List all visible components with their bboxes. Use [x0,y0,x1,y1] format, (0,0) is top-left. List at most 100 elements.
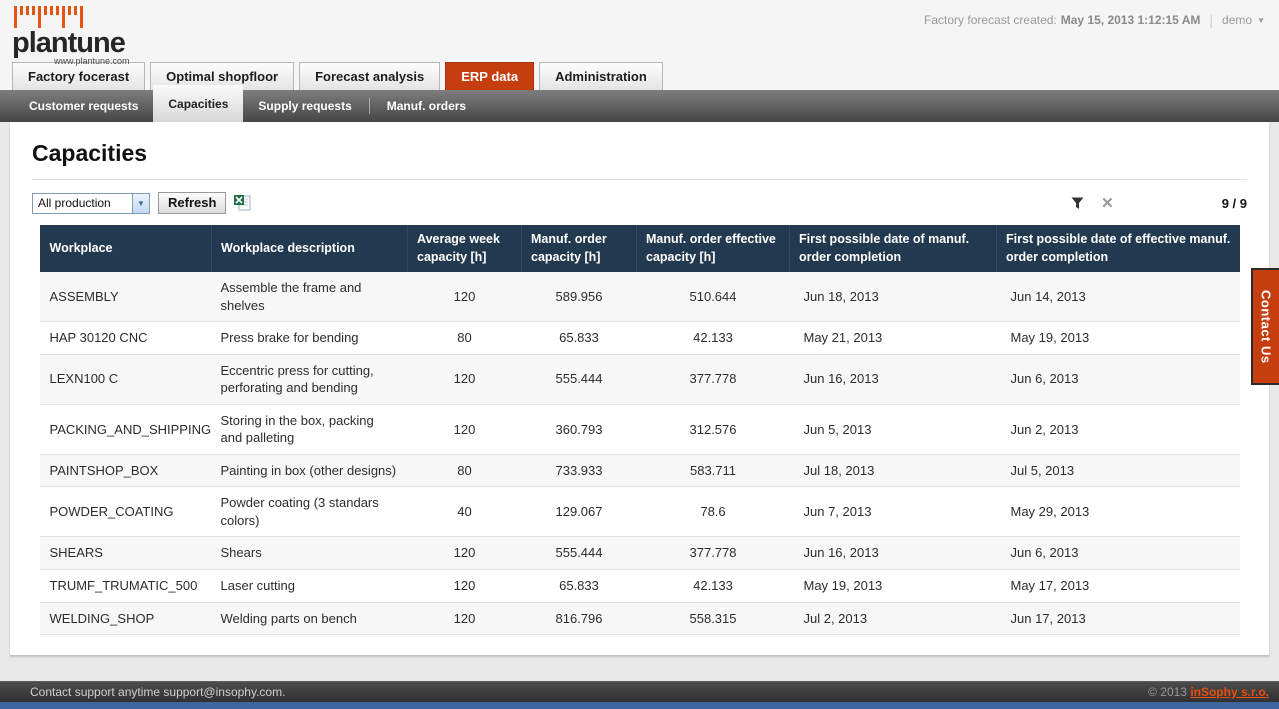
subtab-divider [368,98,370,114]
cell-workplace: PACKING_AND_SHIPPING [39,404,212,455]
cell-workplace: POWDER_COATING [39,486,212,538]
cell-order-capacity: 360.793 [521,404,637,455]
column-header-workplace: Workplace [39,225,212,272]
cell-first-date-effective-completion: Jun 2, 2013 [996,404,1240,455]
user-menu[interactable]: demo ▼ [1222,13,1265,27]
header-meta: Factory forecast created: May 15, 2013 1… [924,12,1265,28]
footer-lightbulb-icon [11,683,21,701]
tab-erp-data[interactable]: ERP data [445,62,535,90]
cell-first-date-effective-completion: Jun 6, 2013 [996,354,1240,405]
cell-order-effective-capacity: 377.778 [636,354,790,405]
cell-order-capacity: 589.956 [521,272,637,323]
cell-description: Eccentric press for cutting, perforating… [211,354,408,405]
cell-order-capacity: 65.833 [521,321,637,355]
cell-workplace: LEXN100 C [39,354,212,405]
cell-order-effective-capacity: 312.576 [636,404,790,455]
cell-first-date-effective-completion: May 29, 2013 [996,486,1240,538]
cell-first-date-completion: Jul 18, 2013 [789,454,997,488]
cell-order-effective-capacity: 583.711 [636,454,790,488]
funnel-icon[interactable] [1071,197,1084,210]
tab-forecast-analysis[interactable]: Forecast analysis [299,62,441,90]
cell-first-date-effective-completion: May 19, 2013 [996,321,1240,355]
contact-us-tab[interactable]: Contact Us [1251,268,1279,385]
cell-description: Assemble the frame and shelves [211,272,408,323]
cell-avg-week-capacity: 120 [407,272,522,323]
cell-order-capacity: 733.933 [521,454,637,488]
cell-first-date-completion: Jun 7, 2013 [789,486,997,538]
cell-description: Storing in the box, packing and palletin… [211,404,408,455]
table-row: LEXN100 C Eccentric press for cutting, pe… [39,354,1240,405]
clear-filter-x-icon[interactable]: ✕ [1101,194,1114,212]
subtab-customer-requests[interactable]: Customer requests [29,99,139,113]
cell-order-capacity: 129.067 [521,486,637,538]
cell-workplace: WELDING_SHOP [39,602,212,636]
forecast-created-value: May 15, 2013 1:12:15 AM [1060,13,1201,27]
cell-order-effective-capacity: 78.6 [636,486,790,538]
cell-description: Press brake for bending [211,321,408,355]
production-filter-value: All production [38,196,111,210]
table-header: Workplace Workplace description Average we… [39,225,1240,272]
forecast-created-label: Factory forecast created: [924,13,1057,27]
cell-order-capacity: 555.444 [521,354,637,405]
column-header-description: Workplace description [211,225,408,272]
cell-avg-week-capacity: 80 [407,454,522,488]
user-name: demo [1222,13,1253,27]
cell-first-date-effective-completion: Jun 17, 2013 [996,602,1240,636]
footer-copyright: © 2013 inSophy s.r.o. [1148,685,1269,699]
cell-first-date-completion: Jun 5, 2013 [789,404,997,455]
logo-bars-icon [14,6,130,30]
column-header-first-date-effective-completion: First possible date of effective manuf. … [996,225,1240,272]
column-header-order-effective-capacity: Manuf. order effective capacity [h] [636,225,790,272]
table-row: ASSEMBLY Assemble the frame and shelves 12… [39,272,1240,323]
chevron-down-icon: ▼ [1257,15,1265,25]
cell-order-capacity: 816.796 [521,602,637,636]
table-row: POWDER_COATING Powder coating (3 standars… [39,486,1240,538]
cell-avg-week-capacity: 120 [407,602,522,636]
cell-workplace: SHEARS [39,536,212,571]
meta-divider: | [1209,12,1214,28]
column-header-avg-week-capacity: Average week capacity [h] [407,225,522,272]
cell-order-effective-capacity: 42.133 [636,569,790,603]
cell-description: Powder coating (3 standars colors) [211,486,408,538]
copyright-year: © 2013 [1148,685,1187,699]
cell-avg-week-capacity: 120 [407,354,522,405]
tab-factory-focerast[interactable]: Factory focerast [12,62,146,90]
plantune-logo[interactable]: plantune www.plantune.com [12,6,130,66]
subtab-manuf-orders[interactable]: Manuf. orders [386,99,467,113]
toolbar: All production ▼ Refresh [32,191,1247,215]
cell-first-date-effective-completion: Jul 5, 2013 [996,454,1240,488]
excel-export-icon[interactable] [233,194,252,212]
cell-first-date-effective-completion: May 17, 2013 [996,569,1240,603]
subtab-capacities[interactable]: Capacities [153,85,244,122]
cell-first-date-completion: May 19, 2013 [789,569,997,603]
production-filter-select[interactable]: All production ▼ [32,192,150,214]
refresh-button[interactable]: Refresh [158,192,227,214]
table-row: PAINTSHOP_BOX Painting in box (other desi… [39,454,1240,488]
cell-description: Welding parts on bench [211,602,408,636]
row-counter: 9 / 9 [1221,195,1247,211]
brand-name: plantune [12,27,126,59]
footer-bar: Contact support anytime support@insophy.… [0,681,1279,702]
tab-administration[interactable]: Administration [539,62,663,90]
cell-first-date-completion: May 21, 2013 [789,321,997,355]
cell-workplace: HAP 30120 CNC [39,321,212,355]
company-link[interactable]: inSophy s.r.o. [1190,685,1269,699]
cell-description: Painting in box (other designs) [211,454,408,488]
capacities-table: Workplace Workplace description Average we… [39,225,1240,636]
table-body: ASSEMBLY Assemble the frame and shelves 12… [39,272,1240,636]
column-header-first-date-completion: First possible date of manuf. order comp… [789,225,997,272]
bottom-accent-strip [0,702,1279,709]
cell-avg-week-capacity: 120 [407,404,522,455]
main-tab-bar: Factory focerast Optimal shopfloor Forec… [0,62,1279,90]
cell-avg-week-capacity: 80 [407,321,522,355]
cell-first-date-effective-completion: Jun 14, 2013 [996,272,1240,323]
cell-order-effective-capacity: 42.133 [636,321,790,355]
cell-order-effective-capacity: 377.778 [636,536,790,571]
subtab-supply-requests[interactable]: Supply requests [258,99,352,113]
cell-workplace: ASSEMBLY [39,272,212,323]
lightbulb-icon[interactable] [1236,140,1249,162]
cell-first-date-completion: Jun 16, 2013 [789,536,997,571]
toolbar-right: ✕ 9 / 9 [1071,196,1247,211]
cell-order-capacity: 555.444 [521,536,637,571]
